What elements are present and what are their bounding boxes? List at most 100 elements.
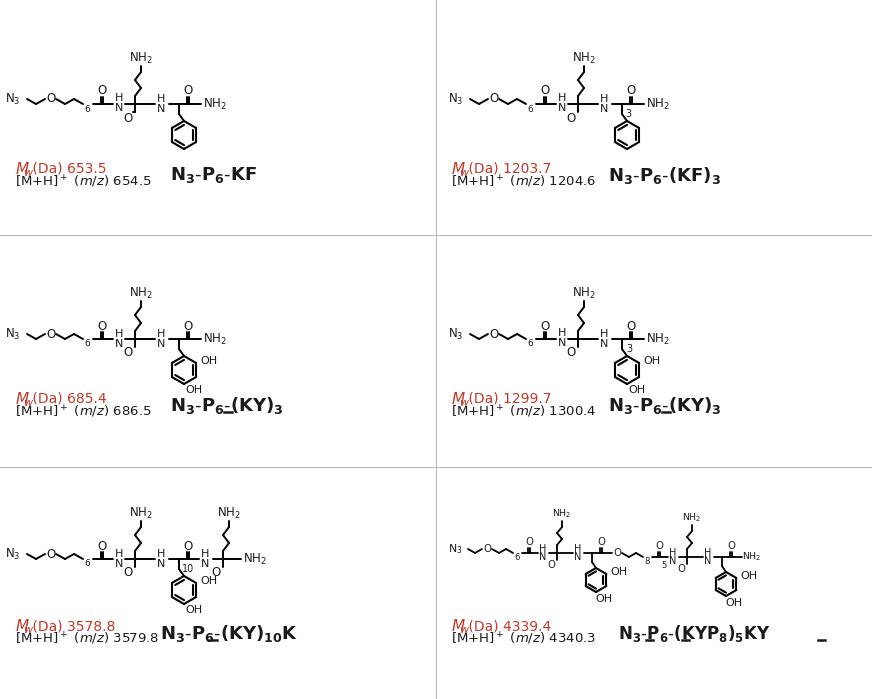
Text: N$_3$: N$_3$ [5,326,20,342]
Text: O: O [124,566,133,579]
Text: $\mathit{w}$: $\mathit{w}$ [23,398,34,408]
Text: N: N [157,559,166,569]
Text: $\mathit{w}$: $\mathit{w}$ [23,625,34,635]
Text: O: O [567,112,576,124]
Text: $\bf{N_3}$-$\bf{P_6}$-$\bf{(KY)_3}$: $\bf{N_3}$-$\bf{P_6}$-$\bf{(KY)_3}$ [170,394,283,415]
Text: (Da) 1299.7: (Da) 1299.7 [464,392,551,406]
Text: O: O [212,566,221,579]
Text: N: N [558,103,567,113]
Text: O: O [46,328,55,340]
Text: OH: OH [740,571,758,581]
Text: 6: 6 [527,340,533,349]
Text: OH: OH [186,385,202,395]
Text: (Da) 3578.8: (Da) 3578.8 [28,619,115,633]
Text: N: N [115,339,123,349]
Text: NH$_2$: NH$_2$ [682,512,702,524]
Text: O: O [183,540,193,552]
Text: N: N [157,339,166,349]
Text: (Da) 4339.4: (Da) 4339.4 [464,619,551,633]
Text: $\bf{N_3}$-$\bf{P_6}$-$\bf{(KYP_8)_5KY}$: $\bf{N_3}$-$\bf{P_6}$-$\bf{(KYP_8)_5KY}$ [618,623,771,644]
Text: [M+H]$^+$ ($\mathit{m/z}$) 686.5: [M+H]$^+$ ($\mathit{m/z}$) 686.5 [15,404,152,420]
Text: $\mathit{M}$: $\mathit{M}$ [451,618,466,634]
Text: H: H [115,329,123,339]
Text: NH$_2$: NH$_2$ [129,50,153,66]
Text: N$_3$: N$_3$ [448,92,463,106]
Text: O: O [626,319,636,333]
Text: N: N [115,559,123,569]
Text: NH$_2$: NH$_2$ [129,505,153,521]
Text: [M+H]$^+$ ($\mathit{m/z}$) 1204.6: [M+H]$^+$ ($\mathit{m/z}$) 1204.6 [451,174,596,190]
Text: O: O [46,547,55,561]
Text: OH: OH [610,567,628,577]
Text: 10: 10 [182,564,194,574]
Text: H: H [558,328,567,338]
Text: NH$_2$: NH$_2$ [243,552,267,567]
Text: (Da) 653.5: (Da) 653.5 [28,162,106,176]
Text: N: N [600,339,609,349]
Text: NH$_2$: NH$_2$ [203,331,227,347]
Text: (Da) 685.4: (Da) 685.4 [28,392,106,406]
Text: O: O [613,548,621,558]
Text: $\mathit{w}$: $\mathit{w}$ [459,625,470,635]
Text: OH: OH [186,605,202,615]
Text: O: O [183,85,193,97]
Text: N: N [558,338,567,348]
Text: NH$_2$: NH$_2$ [552,507,572,520]
Text: O: O [547,560,555,570]
Text: H: H [157,94,166,104]
Text: O: O [541,85,549,97]
Text: H: H [539,544,547,554]
Text: OH: OH [596,594,613,604]
Text: O: O [597,537,605,547]
Text: H: H [558,93,567,103]
Text: N$_3$: N$_3$ [448,326,463,342]
Text: 8: 8 [644,556,650,565]
Text: O: O [677,564,685,574]
Text: H: H [115,549,123,559]
Text: [M+H]$^+$ ($\mathit{m/z}$) 3579.8: [M+H]$^+$ ($\mathit{m/z}$) 3579.8 [15,631,159,647]
Text: NH$_2$: NH$_2$ [742,551,761,563]
Text: $\mathit{M}$: $\mathit{M}$ [15,618,30,634]
Text: N$_3$: N$_3$ [5,547,20,561]
Text: O: O [124,112,133,124]
Text: N: N [600,104,609,114]
Text: N: N [574,552,582,562]
Text: NH$_2$: NH$_2$ [646,331,670,347]
Text: [M+H]$^+$ ($\mathit{m/z}$) 654.5: [M+H]$^+$ ($\mathit{m/z}$) 654.5 [15,174,152,190]
Text: 6: 6 [514,552,520,561]
Text: N: N [669,556,677,566]
Text: H: H [115,93,123,103]
Text: O: O [727,541,735,551]
Text: NH$_2$: NH$_2$ [572,285,596,301]
Text: O: O [525,537,533,547]
Text: 3: 3 [626,344,632,354]
Text: N: N [704,556,712,566]
Text: OH: OH [201,576,217,586]
Text: N$_3$: N$_3$ [448,542,462,556]
Text: H: H [600,94,609,104]
Text: $\bf{N_3}$-$\bf{P_6}$-$\bf{(KF)_3}$: $\bf{N_3}$-$\bf{P_6}$-$\bf{(KF)_3}$ [608,164,721,185]
Text: OH: OH [629,385,645,395]
Text: $\mathit{M}$: $\mathit{M}$ [451,391,466,407]
Text: H: H [704,548,712,558]
Text: O: O [98,85,106,97]
Text: O: O [489,328,498,340]
Text: H: H [157,329,166,339]
Text: NH$_2$: NH$_2$ [217,505,241,521]
Text: $\mathit{M}$: $\mathit{M}$ [15,391,30,407]
Text: H: H [201,549,209,559]
Text: H: H [574,544,582,554]
Text: N: N [201,559,209,569]
Text: O: O [626,85,636,97]
Text: O: O [46,92,55,106]
Text: N: N [539,552,547,562]
Text: O: O [98,540,106,552]
Text: N: N [157,104,166,114]
Text: O: O [98,319,106,333]
Text: $\mathit{w}$: $\mathit{w}$ [459,168,470,178]
Text: $\mathit{M}$: $\mathit{M}$ [15,161,30,177]
Text: $\mathit{w}$: $\mathit{w}$ [459,398,470,408]
Text: $\mathit{M}$: $\mathit{M}$ [451,161,466,177]
Text: NH$_2$: NH$_2$ [572,50,596,66]
Text: 5: 5 [661,561,666,570]
